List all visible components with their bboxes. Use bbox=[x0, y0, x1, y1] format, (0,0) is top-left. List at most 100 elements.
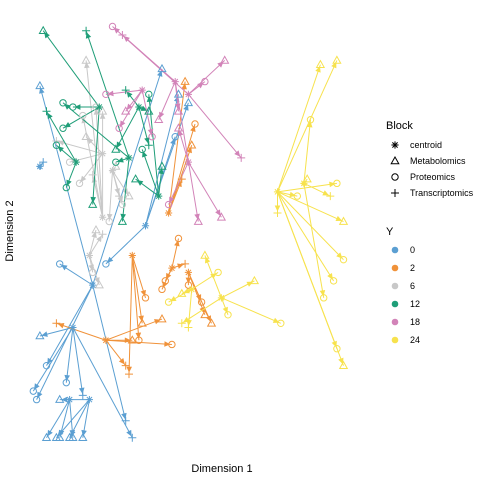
point-proteomics-y18-2-0 bbox=[102, 90, 110, 99]
centroid-y12-1 bbox=[125, 154, 133, 162]
legend-key-proteomics bbox=[391, 173, 399, 181]
point-transcriptomics-y6-3-1 bbox=[98, 230, 107, 239]
arrow-head-y0-2-1 bbox=[41, 331, 48, 337]
point-transcriptomics-y12-1-1 bbox=[82, 26, 91, 35]
arrow-head-y6-1-3 bbox=[99, 112, 106, 119]
arrow-head-y24-2-8 bbox=[338, 357, 344, 365]
point-metabolomics-y0-1-1 bbox=[173, 89, 184, 98]
point-proteomics-y18-2-2 bbox=[148, 133, 156, 141]
point-transcriptomics-y2-1-1 bbox=[177, 175, 186, 184]
point-metabolomics-y18-3-1 bbox=[173, 123, 184, 132]
point-proteomics-y12-4-2 bbox=[62, 183, 71, 192]
legend-label-transcriptomics: Transcriptomics bbox=[410, 188, 474, 198]
point-transcriptomics-y0-2-4 bbox=[128, 433, 137, 442]
centroid-y6-1 bbox=[99, 213, 107, 221]
arrow-head-y24-2-3 bbox=[335, 215, 343, 221]
centroid-y18-0 bbox=[184, 90, 192, 98]
point-transcriptomics-y18-0-3 bbox=[237, 153, 246, 162]
point-metabolomics-y0-5-1 bbox=[55, 432, 65, 442]
centroid-y2-3 bbox=[128, 251, 136, 260]
point-proteomics-y18-2-3 bbox=[115, 124, 123, 132]
arrow-head-y12-4-0 bbox=[47, 112, 53, 120]
legend-block-entries: centroid Metabolomics Proteomics Transcript… bbox=[390, 140, 474, 198]
point-proteomics-y24-1-0 bbox=[164, 298, 173, 306]
arrow-line-y24-2-1 bbox=[277, 60, 338, 193]
arrow-head-y6-0-0 bbox=[57, 140, 65, 146]
point-proteomics-y24-3-0 bbox=[306, 116, 315, 124]
point-transcriptomics-y6-0-0 bbox=[52, 136, 61, 145]
point-metabolomics-y24-2-1 bbox=[332, 55, 342, 64]
arrow-line-y2-3-2 bbox=[128, 255, 133, 375]
legend-key-centroid bbox=[391, 141, 399, 149]
point-metabolomics-y12-2-0 bbox=[144, 106, 154, 115]
arrow-head-y2-2-2 bbox=[185, 277, 192, 284]
arrow-line-y24-3-0 bbox=[303, 119, 311, 184]
centroid-y18-1 bbox=[171, 78, 179, 86]
arrow-line-y24-2-7 bbox=[277, 191, 335, 282]
legend-label-y2: 2 bbox=[410, 263, 415, 273]
point-metabolomics-y24-1-3 bbox=[177, 288, 187, 297]
arrow-line-y0-1-2 bbox=[105, 225, 146, 265]
point-metabolomics-y18-2-1 bbox=[121, 106, 131, 115]
arrow-line-y24-3-3 bbox=[303, 183, 325, 298]
x-axis-title: Dimension 1 bbox=[191, 463, 252, 475]
arrow-line-y0-2-2 bbox=[72, 327, 84, 396]
arrow-line-y2-4-3 bbox=[105, 339, 172, 345]
point-proteomics-y24-3-3 bbox=[320, 294, 328, 302]
legend-label-y6: 6 bbox=[410, 281, 415, 291]
point-metabolomics-y18-0-0 bbox=[220, 55, 230, 64]
centroid-y18-3 bbox=[184, 158, 192, 166]
point-transcriptomics-y0-2-2 bbox=[78, 391, 87, 400]
arrow-head-y6-3-1 bbox=[96, 235, 102, 243]
y-axis-title: Dimension 2 bbox=[4, 200, 16, 261]
point-metabolomics-y2-4-4 bbox=[157, 314, 167, 323]
arrow-head-y18-2-1 bbox=[126, 103, 133, 111]
centroid-y2-2 bbox=[184, 268, 192, 276]
centroid-y2-1 bbox=[165, 209, 173, 217]
arrow-head-y2-4-0 bbox=[57, 323, 65, 329]
arrow-head-y24-2-5 bbox=[274, 205, 281, 212]
point-proteomics-y6-1-1 bbox=[79, 111, 87, 120]
centroid-y6-0 bbox=[99, 150, 107, 158]
arrow-line-y18-0-3 bbox=[188, 94, 242, 159]
point-proteomics-y2-1-3 bbox=[191, 120, 199, 128]
arrow-line-y6-0-0 bbox=[56, 140, 103, 155]
point-metabolomics-y24-2-0 bbox=[315, 59, 326, 68]
arrow-line-y18-2-2 bbox=[141, 89, 153, 137]
point-metabolomics-y2-1-0 bbox=[187, 140, 197, 149]
point-transcriptomics-y0-0-4 bbox=[121, 416, 130, 425]
arrow-segments bbox=[32, 26, 344, 439]
point-proteomics-y24-0-1 bbox=[224, 311, 232, 319]
legend-label-metabolomics: Metabolomics bbox=[410, 156, 466, 166]
point-metabolomics-y6-2-4 bbox=[111, 161, 121, 170]
point-proteomics-y6-0-2 bbox=[75, 179, 84, 188]
arrow-line-y0-2-0 bbox=[32, 327, 74, 392]
plot-marks bbox=[29, 22, 349, 442]
legend-label-y18: 18 bbox=[410, 317, 420, 327]
arrow-line-y2-1-2 bbox=[168, 81, 186, 214]
arrow-line-y0-1-3 bbox=[145, 102, 189, 226]
point-metabolomics-y12-2-1 bbox=[111, 144, 121, 153]
legend-key-y0 bbox=[391, 246, 399, 254]
point-metabolomics-y0-1-3 bbox=[183, 97, 194, 107]
point-transcriptomics-y2-4-0 bbox=[52, 319, 61, 328]
point-metabolomics-y24-0-0 bbox=[200, 250, 210, 259]
point-proteomics-y0-1-0 bbox=[171, 133, 179, 141]
point-proteomics-y24-2-6 bbox=[339, 255, 348, 264]
point-metabolomics-y2-1-2 bbox=[180, 76, 190, 85]
arrow-head-y24-3-0 bbox=[306, 121, 313, 128]
arrow-line-y0-0-5 bbox=[36, 284, 94, 400]
arrow-line-y12-2-1 bbox=[115, 106, 140, 150]
point-metabolomics-y6-3-3 bbox=[94, 280, 104, 289]
arrow-line-y6-2-3 bbox=[108, 170, 113, 222]
point-metabolomics-y2-3-0 bbox=[137, 318, 147, 327]
point-transcriptomics-y24-2-5 bbox=[273, 209, 282, 218]
arrow-head-y18-3-0 bbox=[215, 209, 221, 216]
point-proteomics-y0-0-5 bbox=[32, 395, 41, 404]
point-metabolomics-y6-2-1 bbox=[124, 191, 134, 200]
point-proteomics-y12-4-1 bbox=[52, 141, 61, 149]
arrow-head-y18-1-3 bbox=[174, 103, 181, 110]
arrow-line-y18-1-0 bbox=[122, 34, 176, 82]
arrow-line-y2-4-4 bbox=[105, 318, 163, 341]
